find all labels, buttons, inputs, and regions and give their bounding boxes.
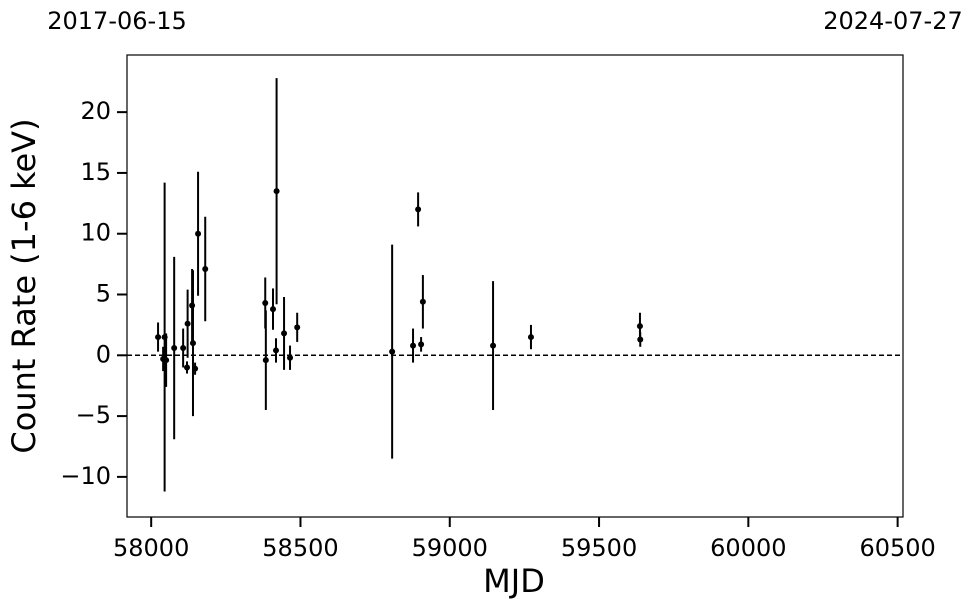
data-point	[415, 206, 422, 213]
plot-frame	[126, 54, 904, 518]
data-point	[192, 365, 199, 372]
x-tick-label: 58000	[113, 534, 189, 562]
data-point	[637, 336, 644, 343]
data-point	[262, 300, 269, 307]
data-point	[189, 340, 196, 347]
data-point	[287, 354, 294, 361]
data-point	[262, 357, 269, 364]
x-tick-label: 59000	[412, 534, 488, 562]
y-tick-label: 15	[80, 158, 111, 186]
data-point	[184, 364, 191, 371]
y-tick-label: 20	[80, 97, 111, 125]
x-tick-label: 59500	[561, 534, 637, 562]
data-point	[180, 345, 187, 352]
y-tick-label: 5	[96, 280, 111, 308]
x-tick-label: 60500	[859, 534, 935, 562]
x-tick-label: 58500	[262, 534, 338, 562]
data-point	[418, 341, 425, 348]
y-tick-label: −10	[60, 462, 111, 490]
x-tick-label: 60000	[710, 534, 786, 562]
top-date-label: 2024-07-27	[823, 7, 962, 35]
data-point	[184, 320, 191, 327]
x-axis-label: MJD	[483, 562, 545, 600]
data-point	[155, 334, 162, 341]
y-tick-label: −5	[76, 401, 111, 429]
data-point	[195, 230, 202, 237]
top-date-label: 2017-06-15	[47, 7, 186, 35]
data-point	[419, 298, 426, 305]
data-point	[490, 342, 497, 349]
data-point	[202, 265, 209, 272]
data-point	[272, 347, 279, 354]
data-point	[270, 306, 277, 313]
y-tick-label: 0	[96, 340, 111, 368]
data-point	[163, 357, 170, 364]
data-point	[171, 345, 178, 352]
data-point	[527, 334, 534, 341]
y-axis-label: Count Rate (1-6 keV)	[5, 118, 43, 453]
data-point	[389, 348, 396, 355]
data-point	[636, 323, 643, 330]
data-point	[410, 342, 417, 349]
data-point	[281, 330, 288, 337]
data-point	[273, 188, 280, 195]
y-tick-label: 10	[80, 219, 111, 247]
data-point	[294, 324, 301, 331]
